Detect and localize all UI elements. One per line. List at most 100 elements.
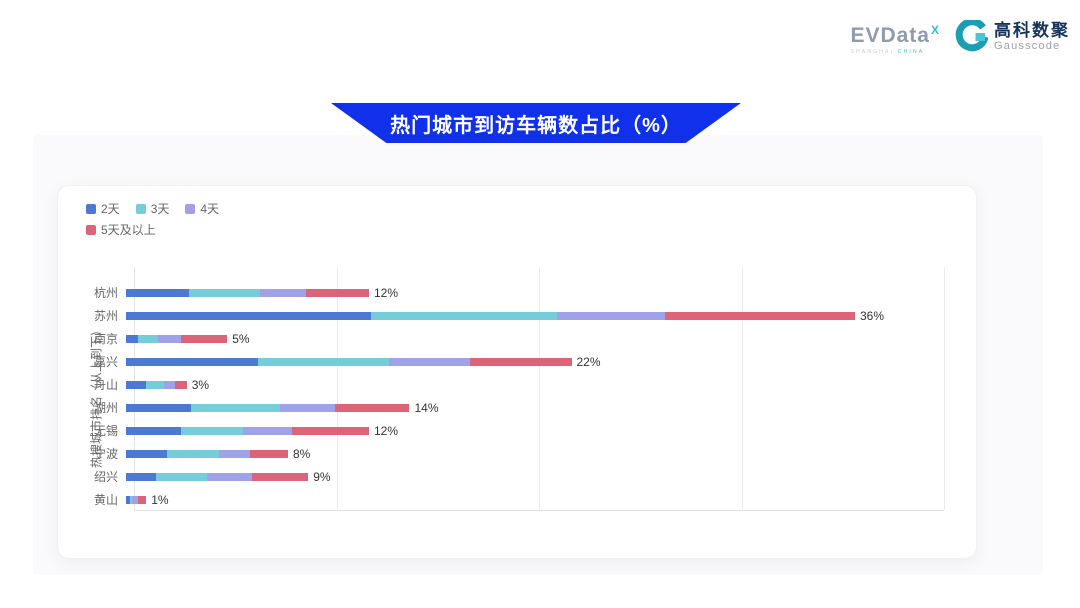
bar-segment-5天及以上[interactable] [334,403,410,412]
bar-track: 36% [126,309,936,323]
bar-segment-5天及以上[interactable] [138,495,147,504]
bar-segment-3天[interactable] [130,495,133,504]
bar-segment-5天及以上[interactable] [664,311,855,320]
bar-track: 5% [126,332,936,346]
category-label: 黄山 [93,493,118,507]
gausscode-wordmark: 高科数聚 Gausscode [994,20,1070,52]
bar-segment-2天[interactable] [126,311,372,320]
bar-segment-3天[interactable] [257,357,390,366]
category-label: 南京 [93,332,118,346]
gridline-30 [741,267,743,510]
legend-item-5天及以上[interactable]: 5天及以上 [86,221,156,238]
bar-segment-5天及以上[interactable] [292,426,369,435]
legend-item-4天[interactable]: 4天 [185,200,219,217]
bar-track: 3% [126,378,936,392]
chart-row-南京: 南京 5% [58,327,976,350]
bar-segment-4天[interactable] [132,495,139,504]
legend-label: 3天 [150,202,170,216]
category-label: 绍兴 [93,470,118,484]
gausscode-logo: 高科数聚 Gausscode [954,20,1070,54]
bar-segment-4天[interactable] [259,288,307,297]
gausscode-g-icon [955,20,988,52]
evdata-logo: EVDataX SHANGHAI CHINA [850,20,940,55]
bar-segment-4天[interactable] [158,334,181,343]
category-label: 湖州 [93,401,118,415]
gridline-10 [336,267,338,510]
gausscode-cn: 高科数聚 [994,20,1070,40]
evdata-subtext: SHANGHAI CHINA [850,49,925,55]
bar-total-label: 1% [151,492,169,507]
bar-total-label: 8% [292,446,311,461]
evdata-wordmark: EVDataX [850,24,940,46]
bar-segment-2天[interactable] [126,334,139,343]
gridline-0 [134,267,135,510]
bar-segment-2天[interactable] [126,449,167,458]
bar-total-label: 12% [373,423,398,438]
legend-swatch-icon [135,203,146,214]
chart-legend: 2天 3天 4天 5天及以上 [86,200,286,238]
chart-row-杭州: 杭州 12% [58,281,976,304]
stacked-bar-chart: 杭州 12% 苏州 36% 南京 5% 嘉兴 22% 舟山 3% 湖州 14% 无锡 12% 宁波 8% 绍兴 9… [58,267,976,511]
category-label: 苏州 [93,309,118,323]
bar-segment-3天[interactable] [190,403,280,412]
bar-segment-5天及以上[interactable] [251,472,309,481]
bar-segment-4天[interactable] [164,380,175,389]
legend-swatch-icon [185,203,196,214]
bar-track: 12% [126,286,936,300]
page-title: 热门城市到访车辆数占比（%） [390,114,682,137]
chart-row-湖州: 湖州 14% [58,396,976,419]
bar-segment-3天[interactable] [371,311,558,320]
bar-total-label: 9% [313,469,331,484]
bar-segment-3天[interactable] [180,426,244,435]
legend-item-3天[interactable]: 3天 [135,200,170,217]
bar-total-label: 3% [191,377,210,392]
bar-segment-3天[interactable] [138,334,159,343]
bar-segment-2天[interactable] [126,472,157,481]
bar-track: 1% [126,493,936,507]
bar-segment-3天[interactable] [146,380,165,389]
bar-segment-3天[interactable] [166,449,220,458]
bar-segment-5天及以上[interactable] [174,380,187,389]
bar-segment-4天[interactable] [207,472,252,481]
category-label: 舟山 [93,378,118,392]
category-label: 杭州 [93,286,118,300]
bar-track: 9% [126,470,936,484]
gridline-40 [944,267,945,510]
chart-row-舟山: 舟山 3% [58,373,976,396]
chart-row-无锡: 无锡 12% [58,419,976,442]
bar-total-label: 12% [373,285,398,300]
bar-segment-2天[interactable] [126,380,147,389]
header-logos: EVDataX SHANGHAI CHINA 高科数聚 Gausscode [850,20,1070,55]
bar-segment-3天[interactable] [188,288,260,297]
bar-segment-3天[interactable] [156,472,207,481]
bar-segment-4天[interactable] [279,403,335,412]
bar-segment-2天[interactable] [126,357,258,366]
bar-segment-4天[interactable] [389,357,471,366]
bar-segment-2天[interactable] [126,288,189,297]
bar-total-label: 14% [414,400,439,415]
bar-segment-4天[interactable] [557,311,665,320]
bar-segment-5天及以上[interactable] [470,357,572,366]
chart-rows: 杭州 12% 苏州 36% 南京 5% 嘉兴 22% 舟山 3% 湖州 14% 无锡 12% 宁波 8% 绍兴 9… [58,281,976,511]
legend-item-2天[interactable]: 2天 [86,200,120,217]
bar-track: 14% [126,401,936,415]
legend-label: 5天及以上 [101,223,156,237]
legend-label: 4天 [200,202,220,216]
bar-segment-5天及以上[interactable] [306,288,369,297]
evdata-text: EVData [850,24,930,47]
bar-total-label: 36% [859,308,884,323]
bar-segment-4天[interactable] [219,449,250,458]
bar-segment-5天及以上[interactable] [249,449,288,458]
legend-swatch-icon [86,203,96,214]
bar-segment-2天[interactable] [126,426,181,435]
evdata-superscript-x: X [930,23,940,37]
bar-total-label: 22% [576,354,601,369]
bar-segment-4天[interactable] [243,426,293,435]
bar-segment-2天[interactable] [126,403,191,412]
chart-row-黄山: 黄山 1% [58,488,976,511]
legend-label: 2天 [101,202,120,216]
bar-segment-2天[interactable] [126,495,131,504]
bar-segment-5天及以上[interactable] [180,334,228,343]
chart-row-苏州: 苏州 36% [58,304,976,327]
